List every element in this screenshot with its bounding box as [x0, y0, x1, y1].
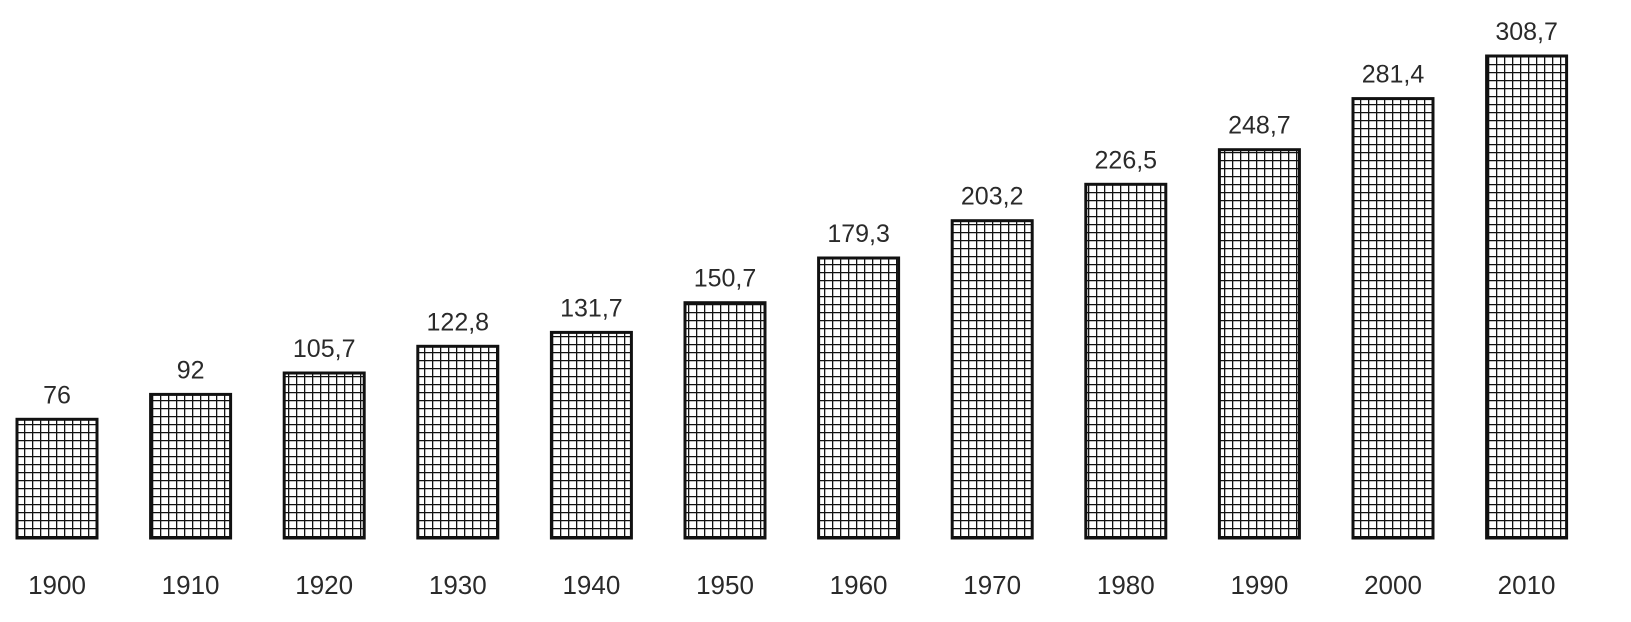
- bar-1980: [1084, 182, 1168, 540]
- value-label-1940: 131,7: [560, 294, 623, 322]
- value-label-1990: 248,7: [1228, 112, 1291, 140]
- value-label-1970: 203,2: [961, 183, 1024, 211]
- x-tick-1920: 1920: [295, 570, 353, 600]
- x-tick-1930: 1930: [429, 570, 487, 600]
- x-tick-1900: 1900: [28, 570, 86, 600]
- x-tick-1980: 1980: [1097, 570, 1155, 600]
- value-label-1960: 179,3: [827, 220, 890, 248]
- value-label-2010: 308,7: [1495, 18, 1558, 46]
- x-tick-2000: 2000: [1364, 570, 1422, 600]
- x-tick-1950: 1950: [696, 570, 754, 600]
- bar-1990: [1217, 148, 1301, 540]
- value-label-1930: 122,8: [427, 308, 490, 336]
- bars-layer: [15, 54, 1569, 540]
- bar-1910: [149, 392, 233, 540]
- value-label-2000: 281,4: [1362, 61, 1425, 89]
- x-tick-1970: 1970: [963, 570, 1021, 600]
- bar-1920: [282, 371, 366, 540]
- value-label-1980: 226,5: [1095, 146, 1158, 174]
- value-label-1900: 76: [43, 381, 71, 409]
- bar-1950: [683, 301, 767, 540]
- value-label-1920: 105,7: [293, 335, 356, 363]
- x-tick-1910: 1910: [162, 570, 220, 600]
- bar-1930: [416, 344, 500, 540]
- value-label-1950: 150,7: [694, 265, 757, 293]
- bar-2000: [1351, 97, 1435, 540]
- x-tick-1940: 1940: [562, 570, 620, 600]
- x-tick-1960: 1960: [830, 570, 888, 600]
- bar-1970: [950, 219, 1034, 540]
- value-label-1910: 92: [177, 356, 205, 384]
- bar-1960: [817, 256, 901, 540]
- value-labels-layer: 76 92 105,7 122,8 131,7 150,7 179,3 203,2 226,5 2…: [43, 18, 1558, 409]
- bar-2010: [1485, 54, 1569, 540]
- x-tick-2010: 2010: [1498, 570, 1556, 600]
- x-tick-labels-layer: 1900 1910 1920 1930 1940 1950 1960 1970 1980 1990…: [28, 570, 1555, 600]
- x-tick-1990: 1990: [1230, 570, 1288, 600]
- bar-1940: [549, 330, 633, 540]
- bar-1900: [15, 417, 99, 540]
